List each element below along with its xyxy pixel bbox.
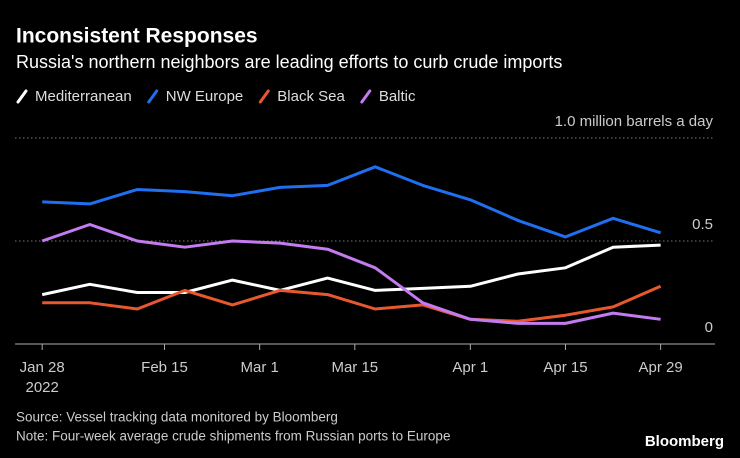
x-tick-label: Mar 15 [331,359,378,376]
note: Note: Four-week average crude shipments … [16,429,450,444]
chart-subtitle: Russia's northern neighbors are leading … [16,52,562,72]
x-tick-label: Apr 29 [639,359,683,376]
y-tick-label: 1.0 million barrels a day [555,113,714,130]
x-tick-label: Apr 1 [452,359,488,376]
legend-marker [147,89,159,104]
x-year-label: 2022 [25,379,58,396]
x-tick-label: Mar 1 [240,359,278,376]
series-line [41,243,661,297]
y-tick-label: 0 [705,319,713,336]
legend-label: Baltic [379,88,416,105]
x-tick-label: Feb 15 [141,359,188,376]
source: Source: Vessel tracking data monitored b… [16,410,338,425]
brand: Bloomberg [645,433,724,450]
legend-marker [16,89,28,104]
legend-marker [360,89,372,104]
legend-label: NW Europe [166,88,244,105]
legend-label: Black Sea [277,88,345,105]
x-tick-label: Apr 15 [543,359,587,376]
y-tick-label: 0.5 [692,216,713,233]
series-line [42,165,662,239]
legend-marker [258,89,270,104]
series-line [41,223,661,325]
series-line [42,284,662,323]
legend-label: Mediterranean [35,88,132,105]
chart-title: Inconsistent Responses [16,25,258,48]
x-tick-label: Jan 28 [20,359,65,376]
